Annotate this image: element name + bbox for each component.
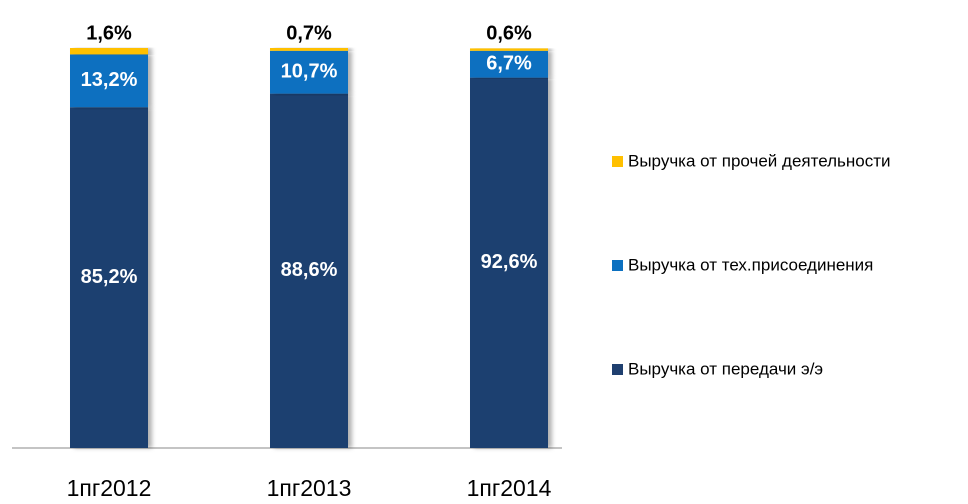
bar-segment xyxy=(70,48,148,55)
legend-label: Выручка от тех.присоединения xyxy=(628,255,873,274)
bar-segment xyxy=(470,48,548,51)
data-label: 88,6% xyxy=(281,259,338,281)
legend-swatch xyxy=(612,260,623,271)
legend-label: Выручка от прочей деятельности xyxy=(628,151,891,170)
bar-segment xyxy=(270,50,348,94)
bar-segment xyxy=(70,107,148,448)
x-tick-label: 1пг2013 xyxy=(267,475,352,501)
x-tick-label: 1пг2012 xyxy=(67,475,152,501)
data-label: 13,2% xyxy=(81,69,138,91)
bar-segment xyxy=(470,77,548,448)
x-tick-label: 1пг2014 xyxy=(467,475,552,501)
legend-swatch xyxy=(612,364,623,375)
data-label: 0,7% xyxy=(286,22,332,44)
data-label: 6,7% xyxy=(486,52,532,74)
data-label: 0,6% xyxy=(486,23,532,45)
legend-swatch xyxy=(612,156,623,167)
data-label: 1,6% xyxy=(86,22,132,44)
data-label: 92,6% xyxy=(481,251,538,273)
data-label: 85,2% xyxy=(81,266,138,288)
bar-segment xyxy=(270,48,348,51)
bar-segment xyxy=(70,54,148,108)
legend-label: Выручка от передачи э/э xyxy=(628,359,823,378)
bar-segment xyxy=(270,93,348,448)
data-label: 10,7% xyxy=(281,60,338,82)
bar-segment xyxy=(470,50,548,78)
